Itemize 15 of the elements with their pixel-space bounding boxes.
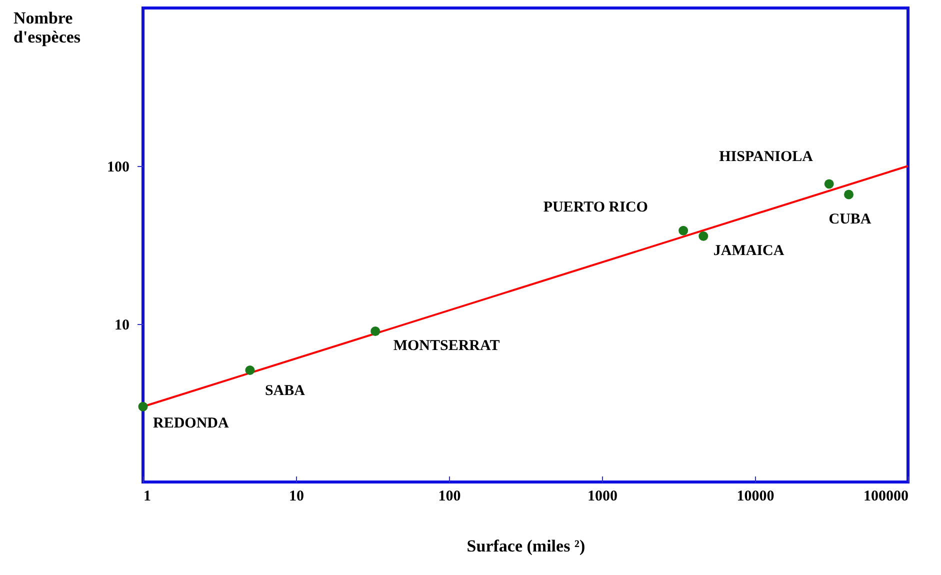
x-tick-label: 10000 [736, 488, 774, 504]
annotation: MONTSERRAT [393, 338, 500, 354]
x-tick-label: 10 [289, 488, 304, 504]
y-axis-title: Nombre d'espèces [14, 8, 81, 46]
annotation: JAMAICA [713, 243, 784, 260]
x-tick-label: 100000 [864, 488, 908, 504]
annotation: REDONDA [153, 416, 229, 432]
annotation: SABA [264, 383, 306, 400]
x-axis-title: Surface (miles ²) [466, 536, 586, 556]
x-tick-label: 1 [144, 488, 151, 504]
annotation: PUERTO RICO [543, 200, 648, 216]
annotation: CUBA [828, 212, 872, 228]
x-tick-label: 1000 [588, 488, 618, 504]
annotation: HISPANIOLA [719, 148, 814, 165]
x-tick-label: 100 [438, 488, 461, 504]
